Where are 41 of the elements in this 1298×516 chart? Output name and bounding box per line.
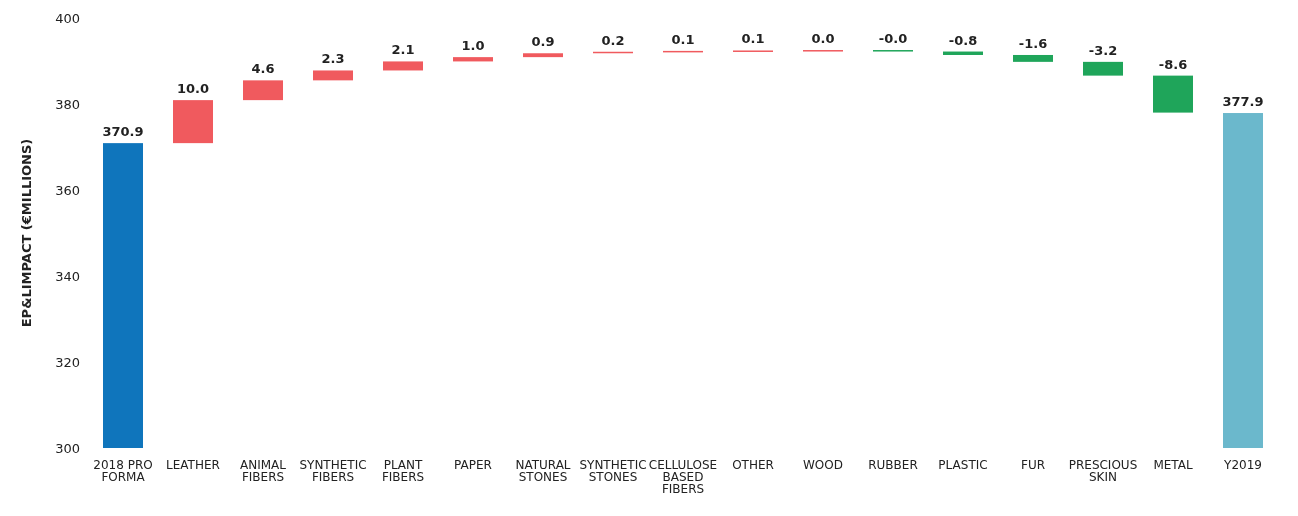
data-label: -3.2: [1088, 42, 1118, 58]
x-tick-label: RUBBER: [868, 457, 918, 472]
x-tick-label: LEATHER: [166, 457, 220, 472]
data-label: 2.1: [391, 42, 415, 58]
x-tick-label: SYNTHETIC FIBERS: [299, 457, 367, 484]
y-tick-label: 300: [55, 440, 80, 456]
x-tick-label: FUR: [1020, 457, 1046, 472]
data-label: 0.2: [601, 32, 625, 48]
data-label: -8.6: [1158, 56, 1188, 72]
data-label: 0.9: [531, 34, 555, 50]
x-tick-label: PRESCIOUS SKIN: [1068, 457, 1138, 484]
data-label: 370.9: [102, 124, 144, 140]
y-tick-label: 360: [55, 182, 80, 198]
x-tick-label: METAL: [1153, 457, 1193, 472]
data-label: -0.8: [948, 32, 978, 48]
y-tick-label: 400: [55, 10, 80, 26]
data-label: 10.0: [176, 81, 210, 97]
x-tick-label: PLANT FIBERS: [381, 457, 425, 484]
data-label: 0.1: [671, 31, 695, 47]
data-label: 2.3: [321, 51, 345, 67]
x-tick-label: OTHER: [732, 457, 774, 472]
x-tick-label: PAPER: [454, 457, 492, 472]
x-tick-label: 2018 PRO FORMA: [93, 457, 153, 484]
x-tick-label: SYNTHETIC STONES: [579, 457, 647, 484]
data-label: 377.9: [1222, 94, 1264, 110]
data-label: -0.0: [878, 31, 908, 47]
data-label: -1.6: [1018, 35, 1048, 51]
y-tick-label: 320: [55, 354, 80, 370]
y-axis-title: EP&LIMPACT (€MILLIONS): [18, 138, 34, 328]
data-label: 4.6: [251, 61, 275, 77]
y-tick-label: 340: [55, 268, 80, 284]
data-label: 0.1: [741, 31, 765, 47]
x-tick-label: Y2019: [1223, 457, 1262, 472]
x-tick-label: ANIMAL FIBERS: [240, 457, 287, 484]
x-tick-label: NATURAL STONES: [515, 457, 571, 484]
data-label: 1.0: [461, 38, 485, 54]
x-tick-label: PLASTIC: [938, 457, 988, 472]
y-tick-label: 380: [55, 96, 80, 112]
x-tick-label: WOOD: [803, 457, 843, 472]
data-label: 0.0: [811, 31, 835, 47]
x-tick-label: CELLULOSE BASED FIBERS: [648, 457, 718, 496]
